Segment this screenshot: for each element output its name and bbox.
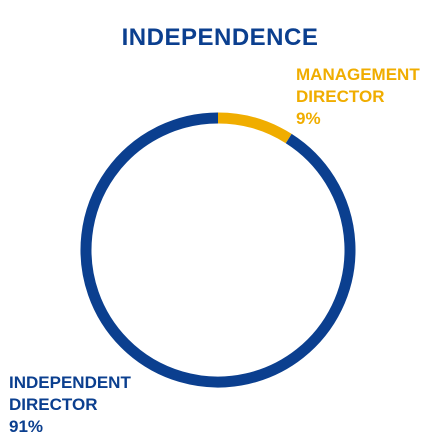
slice-label-line: DIRECTOR xyxy=(9,395,98,414)
slice-label-line: MANAGEMENT xyxy=(296,65,420,84)
slice-label-independent-director: INDEPENDENT DIRECTOR 91% xyxy=(9,372,131,438)
slice-label-line: DIRECTOR xyxy=(296,87,385,106)
chart-title: INDEPENDENCE xyxy=(121,24,319,51)
slice-label-management-director: MANAGEMENT DIRECTOR 9% xyxy=(296,64,420,130)
donut-slice-1 xyxy=(80,112,356,388)
slice-value: 9% xyxy=(296,109,321,128)
slice-value: 91% xyxy=(9,417,44,436)
donut-slice-0 xyxy=(217,112,292,144)
slice-label-line: INDEPENDENT xyxy=(9,373,131,392)
